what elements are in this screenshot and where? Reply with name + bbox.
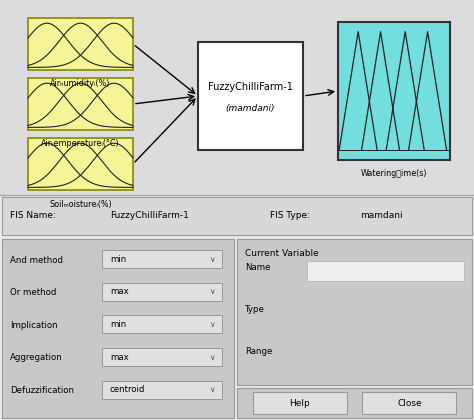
Text: Watering₝ime(s): Watering₝ime(s) — [361, 170, 427, 178]
Bar — [338, 22, 450, 160]
Bar — [237, 239, 472, 385]
Bar — [102, 381, 222, 399]
Bar — [28, 138, 133, 190]
Bar — [102, 315, 222, 333]
Text: Current Variable: Current Variable — [245, 249, 319, 257]
Text: ∨: ∨ — [209, 255, 215, 264]
Text: mamdani: mamdani — [360, 212, 402, 220]
Text: Implication: Implication — [10, 321, 58, 330]
Text: Close: Close — [397, 399, 422, 407]
Text: Help: Help — [289, 399, 310, 407]
Bar — [362, 392, 456, 414]
Text: And method: And method — [10, 256, 63, 265]
Text: min: min — [110, 320, 126, 329]
Text: FuzzyChilliFarm-1: FuzzyChilliFarm-1 — [110, 212, 189, 220]
Text: max: max — [110, 352, 129, 362]
Text: max: max — [110, 287, 129, 297]
Text: ∨: ∨ — [209, 352, 215, 362]
Bar — [102, 283, 222, 301]
Text: Soilₘoistureᵢ(%): Soilₘoistureᵢ(%) — [49, 200, 112, 208]
Text: Range: Range — [245, 346, 273, 355]
Text: (mamdani): (mamdani) — [226, 105, 275, 113]
Bar — [2, 239, 234, 418]
Text: Defuzzification: Defuzzification — [10, 386, 74, 395]
Text: ∨: ∨ — [209, 385, 215, 394]
Text: FIS Type:: FIS Type: — [270, 212, 310, 220]
Text: FuzzyChilliFarm-1: FuzzyChilliFarm-1 — [208, 82, 293, 92]
Text: ∨: ∨ — [209, 287, 215, 297]
Text: min: min — [110, 255, 126, 264]
Bar — [28, 78, 133, 130]
Bar — [307, 261, 464, 281]
Bar — [0, 0, 474, 195]
Bar — [237, 388, 472, 418]
Text: Type: Type — [245, 304, 265, 313]
Text: centroid: centroid — [110, 385, 146, 394]
Bar — [102, 250, 222, 268]
Text: Airₜemperatureᵢ(°C): Airₜemperatureᵢ(°C) — [41, 139, 120, 149]
Text: ∨: ∨ — [209, 320, 215, 329]
Bar — [2, 197, 472, 235]
Text: Airₕumidityᵢ(%): Airₕumidityᵢ(%) — [50, 79, 111, 89]
Bar — [102, 348, 222, 366]
Bar — [28, 18, 133, 70]
Text: Or method: Or method — [10, 288, 56, 297]
Bar — [253, 392, 346, 414]
Bar — [198, 42, 303, 150]
Text: FIS Name:: FIS Name: — [10, 212, 56, 220]
Text: Aggregation: Aggregation — [10, 353, 63, 362]
Text: Name: Name — [245, 262, 271, 271]
